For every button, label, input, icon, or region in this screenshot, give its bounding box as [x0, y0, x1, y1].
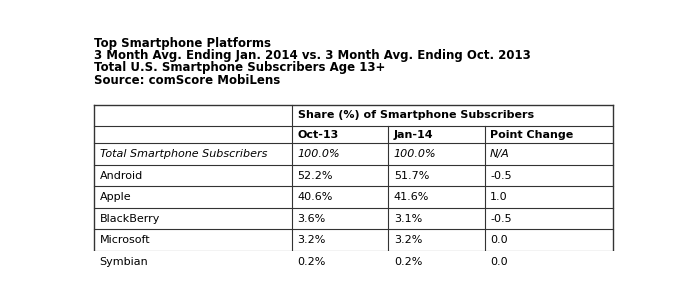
Text: Total U.S. Smartphone Subscribers Age 13+: Total U.S. Smartphone Subscribers Age 13…: [94, 61, 386, 74]
Text: BlackBerry: BlackBerry: [99, 214, 160, 224]
Text: 3.6%: 3.6%: [297, 214, 326, 224]
Text: 1.0: 1.0: [490, 192, 508, 202]
Text: 0.2%: 0.2%: [297, 257, 326, 267]
Text: Microsoft: Microsoft: [99, 235, 150, 245]
Text: 0.0: 0.0: [490, 235, 508, 245]
Text: Android: Android: [99, 171, 143, 180]
Text: -0.5: -0.5: [490, 214, 512, 224]
Text: 0.2%: 0.2%: [394, 257, 422, 267]
Text: Top Smartphone Platforms: Top Smartphone Platforms: [94, 37, 271, 50]
Text: 52.2%: 52.2%: [297, 171, 333, 180]
Text: 100.0%: 100.0%: [297, 149, 340, 159]
Text: Symbian: Symbian: [99, 257, 148, 267]
Text: 3 Month Avg. Ending Jan. 2014 vs. 3 Month Avg. Ending Oct. 2013: 3 Month Avg. Ending Jan. 2014 vs. 3 Mont…: [94, 49, 531, 62]
Text: Point Change: Point Change: [490, 130, 573, 140]
Text: 100.0%: 100.0%: [394, 149, 437, 159]
Text: 3.1%: 3.1%: [394, 214, 422, 224]
Text: Source: comScore MobiLens: Source: comScore MobiLens: [94, 74, 280, 87]
Text: Share (%) of Smartphone Subscribers: Share (%) of Smartphone Subscribers: [297, 111, 533, 120]
Text: 41.6%: 41.6%: [394, 192, 429, 202]
Text: Apple: Apple: [99, 192, 131, 202]
Text: N/A: N/A: [490, 149, 510, 159]
Text: 40.6%: 40.6%: [297, 192, 333, 202]
Text: Oct-13: Oct-13: [297, 130, 339, 140]
Text: Jan-14: Jan-14: [394, 130, 433, 140]
Text: 3.2%: 3.2%: [297, 235, 326, 245]
Text: 3.2%: 3.2%: [394, 235, 422, 245]
Text: 51.7%: 51.7%: [394, 171, 429, 180]
Text: Total Smartphone Subscribers: Total Smartphone Subscribers: [99, 149, 267, 159]
Text: 0.0: 0.0: [490, 257, 508, 267]
Text: -0.5: -0.5: [490, 171, 512, 180]
